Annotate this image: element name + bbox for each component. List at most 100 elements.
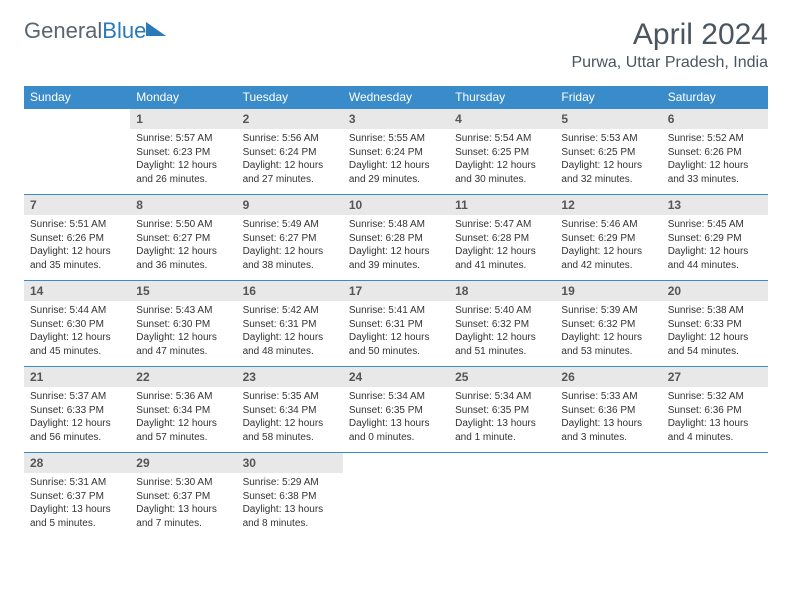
calendar-cell: 2Sunrise: 5:56 AMSunset: 6:24 PMDaylight…	[237, 109, 343, 195]
day-details: Sunrise: 5:30 AMSunset: 6:37 PMDaylight:…	[130, 473, 236, 536]
logo-part1: General	[24, 18, 102, 43]
day-number-empty	[343, 453, 449, 473]
day-details: Sunrise: 5:38 AMSunset: 6:33 PMDaylight:…	[662, 301, 768, 364]
daylight-line: Daylight: 12 hours and 30 minutes.	[455, 159, 549, 186]
daylight-line: Daylight: 12 hours and 47 minutes.	[136, 331, 230, 358]
day-details: Sunrise: 5:33 AMSunset: 6:36 PMDaylight:…	[555, 387, 661, 450]
day-number: 11	[449, 195, 555, 215]
calendar-cell	[343, 453, 449, 539]
day-number-empty	[662, 453, 768, 473]
day-details: Sunrise: 5:41 AMSunset: 6:31 PMDaylight:…	[343, 301, 449, 364]
calendar-cell: 19Sunrise: 5:39 AMSunset: 6:32 PMDayligh…	[555, 281, 661, 367]
daylight-line: Daylight: 12 hours and 53 minutes.	[561, 331, 655, 358]
daylight-line: Daylight: 12 hours and 58 minutes.	[243, 417, 337, 444]
day-details: Sunrise: 5:39 AMSunset: 6:32 PMDaylight:…	[555, 301, 661, 364]
weekday-header: Thursday	[449, 86, 555, 109]
calendar-cell: 28Sunrise: 5:31 AMSunset: 6:37 PMDayligh…	[24, 453, 130, 539]
daylight-line: Daylight: 12 hours and 51 minutes.	[455, 331, 549, 358]
sunset-line: Sunset: 6:27 PM	[136, 232, 230, 246]
day-number: 29	[130, 453, 236, 473]
weekday-header: Sunday	[24, 86, 130, 109]
day-details: Sunrise: 5:50 AMSunset: 6:27 PMDaylight:…	[130, 215, 236, 278]
weekday-header-row: Sunday Monday Tuesday Wednesday Thursday…	[24, 86, 768, 109]
sunrise-line: Sunrise: 5:46 AM	[561, 218, 655, 232]
calendar-cell: 15Sunrise: 5:43 AMSunset: 6:30 PMDayligh…	[130, 281, 236, 367]
calendar-cell: 6Sunrise: 5:52 AMSunset: 6:26 PMDaylight…	[662, 109, 768, 195]
day-details: Sunrise: 5:49 AMSunset: 6:27 PMDaylight:…	[237, 215, 343, 278]
weekday-header: Monday	[130, 86, 236, 109]
sunrise-line: Sunrise: 5:38 AM	[668, 304, 762, 318]
day-details: Sunrise: 5:42 AMSunset: 6:31 PMDaylight:…	[237, 301, 343, 364]
calendar-table: Sunday Monday Tuesday Wednesday Thursday…	[24, 86, 768, 539]
sunset-line: Sunset: 6:24 PM	[243, 146, 337, 160]
day-details: Sunrise: 5:35 AMSunset: 6:34 PMDaylight:…	[237, 387, 343, 450]
daylight-line: Daylight: 12 hours and 27 minutes.	[243, 159, 337, 186]
title-block: April 2024 Purwa, Uttar Pradesh, India	[571, 18, 768, 72]
daylight-line: Daylight: 12 hours and 41 minutes.	[455, 245, 549, 272]
day-number: 21	[24, 367, 130, 387]
sunset-line: Sunset: 6:25 PM	[455, 146, 549, 160]
logo: GeneralBlue	[24, 18, 166, 44]
day-details: Sunrise: 5:53 AMSunset: 6:25 PMDaylight:…	[555, 129, 661, 192]
daylight-line: Daylight: 12 hours and 35 minutes.	[30, 245, 124, 272]
day-number: 18	[449, 281, 555, 301]
daylight-line: Daylight: 13 hours and 5 minutes.	[30, 503, 124, 530]
sunset-line: Sunset: 6:30 PM	[30, 318, 124, 332]
sunset-line: Sunset: 6:29 PM	[668, 232, 762, 246]
sunset-line: Sunset: 6:35 PM	[349, 404, 443, 418]
daylight-line: Daylight: 12 hours and 57 minutes.	[136, 417, 230, 444]
logo-text: GeneralBlue	[24, 18, 146, 44]
calendar-cell: 7Sunrise: 5:51 AMSunset: 6:26 PMDaylight…	[24, 195, 130, 281]
day-number: 14	[24, 281, 130, 301]
sunrise-line: Sunrise: 5:51 AM	[30, 218, 124, 232]
sunset-line: Sunset: 6:29 PM	[561, 232, 655, 246]
sunset-line: Sunset: 6:37 PM	[30, 490, 124, 504]
calendar-row: 28Sunrise: 5:31 AMSunset: 6:37 PMDayligh…	[24, 453, 768, 539]
sunrise-line: Sunrise: 5:35 AM	[243, 390, 337, 404]
day-number-empty	[555, 453, 661, 473]
month-title: April 2024	[571, 18, 768, 52]
calendar-cell: 10Sunrise: 5:48 AMSunset: 6:28 PMDayligh…	[343, 195, 449, 281]
location: Purwa, Uttar Pradesh, India	[571, 54, 768, 72]
day-details: Sunrise: 5:34 AMSunset: 6:35 PMDaylight:…	[343, 387, 449, 450]
daylight-line: Daylight: 12 hours and 42 minutes.	[561, 245, 655, 272]
sunrise-line: Sunrise: 5:47 AM	[455, 218, 549, 232]
calendar-cell: 1Sunrise: 5:57 AMSunset: 6:23 PMDaylight…	[130, 109, 236, 195]
day-number: 19	[555, 281, 661, 301]
calendar-cell: 25Sunrise: 5:34 AMSunset: 6:35 PMDayligh…	[449, 367, 555, 453]
calendar-body: 1Sunrise: 5:57 AMSunset: 6:23 PMDaylight…	[24, 109, 768, 539]
calendar-cell	[24, 109, 130, 195]
sunset-line: Sunset: 6:25 PM	[561, 146, 655, 160]
calendar-cell: 29Sunrise: 5:30 AMSunset: 6:37 PMDayligh…	[130, 453, 236, 539]
sunset-line: Sunset: 6:27 PM	[243, 232, 337, 246]
sunset-line: Sunset: 6:36 PM	[561, 404, 655, 418]
calendar-row: 21Sunrise: 5:37 AMSunset: 6:33 PMDayligh…	[24, 367, 768, 453]
daylight-line: Daylight: 13 hours and 8 minutes.	[243, 503, 337, 530]
day-details: Sunrise: 5:40 AMSunset: 6:32 PMDaylight:…	[449, 301, 555, 364]
day-number: 24	[343, 367, 449, 387]
calendar-cell: 11Sunrise: 5:47 AMSunset: 6:28 PMDayligh…	[449, 195, 555, 281]
sunset-line: Sunset: 6:31 PM	[349, 318, 443, 332]
day-number: 7	[24, 195, 130, 215]
day-details: Sunrise: 5:34 AMSunset: 6:35 PMDaylight:…	[449, 387, 555, 450]
day-number: 16	[237, 281, 343, 301]
daylight-line: Daylight: 12 hours and 50 minutes.	[349, 331, 443, 358]
day-number: 4	[449, 109, 555, 129]
sunset-line: Sunset: 6:32 PM	[455, 318, 549, 332]
sunset-line: Sunset: 6:34 PM	[136, 404, 230, 418]
sunrise-line: Sunrise: 5:39 AM	[561, 304, 655, 318]
calendar-cell: 16Sunrise: 5:42 AMSunset: 6:31 PMDayligh…	[237, 281, 343, 367]
day-number: 10	[343, 195, 449, 215]
calendar-cell: 14Sunrise: 5:44 AMSunset: 6:30 PMDayligh…	[24, 281, 130, 367]
sunrise-line: Sunrise: 5:34 AM	[349, 390, 443, 404]
daylight-line: Daylight: 12 hours and 45 minutes.	[30, 331, 124, 358]
sunrise-line: Sunrise: 5:52 AM	[668, 132, 762, 146]
calendar-cell	[662, 453, 768, 539]
sunset-line: Sunset: 6:38 PM	[243, 490, 337, 504]
sunrise-line: Sunrise: 5:43 AM	[136, 304, 230, 318]
sunset-line: Sunset: 6:34 PM	[243, 404, 337, 418]
calendar-cell: 23Sunrise: 5:35 AMSunset: 6:34 PMDayligh…	[237, 367, 343, 453]
sunrise-line: Sunrise: 5:42 AM	[243, 304, 337, 318]
sunset-line: Sunset: 6:23 PM	[136, 146, 230, 160]
day-number: 15	[130, 281, 236, 301]
